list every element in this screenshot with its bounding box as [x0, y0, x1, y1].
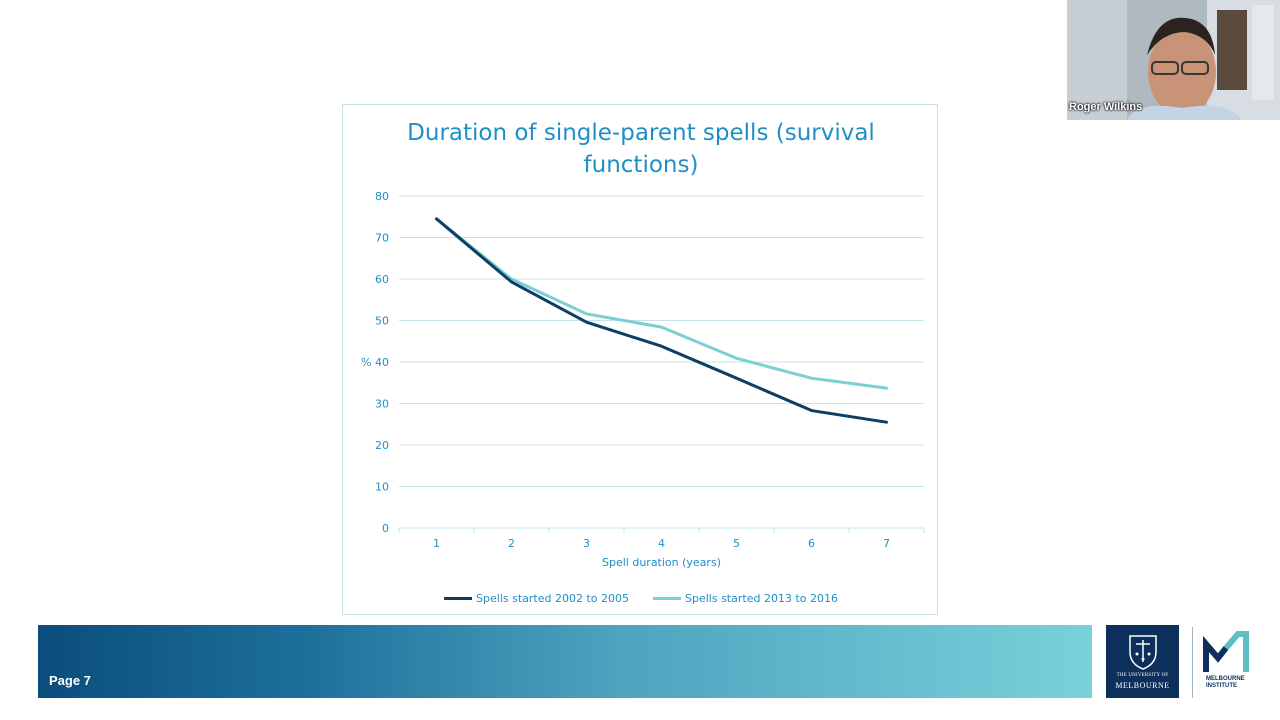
- legend-swatch-series-2: [653, 596, 681, 600]
- legend-label-series-1: Spells started 2002 to 2005: [476, 591, 629, 605]
- x-tick-label: 6: [808, 537, 815, 550]
- mi-logo-mark-icon: [1203, 631, 1249, 672]
- y-tick-label: 50: [375, 315, 389, 328]
- x-tick-label: 3: [583, 537, 590, 550]
- university-of-melbourne-logo: THE UNIVERSITY OF MELBOURNE: [1106, 625, 1179, 698]
- line-chart: 0 10 20 30 40 50 60 70 80 1 2 3 4 5 6 7 Spell duration (…: [361, 190, 925, 569]
- mi-logo-text: MELBOURNE INSTITUTE: [1202, 676, 1252, 690]
- footer-band: Page 7: [38, 625, 1092, 698]
- y-tick-label: 60: [375, 273, 389, 286]
- y-tick-label: 20: [375, 439, 389, 452]
- page-number: Page 7: [49, 673, 91, 688]
- university-logo-line-2: MELBOURNE: [1115, 681, 1170, 690]
- mi-logo-line-1: MELBOURNE: [1206, 676, 1245, 682]
- melbourne-institute-logo: MELBOURNE INSTITUTE: [1202, 630, 1252, 698]
- crest-icon: [1129, 635, 1157, 670]
- webcam-video-tile[interactable]: Roger Wilkins: [1067, 0, 1280, 120]
- chart-frame: 0 10 20 30 40 50 60 70 80 1 2 3 4 5 6 7 Spell duration (…: [342, 104, 938, 615]
- y-axis-label: %: [361, 356, 371, 369]
- y-tick-label: 40: [375, 356, 389, 369]
- y-tick-label: 30: [375, 398, 389, 411]
- webcam-video-image: [1067, 0, 1280, 120]
- y-tick-label: 10: [375, 481, 389, 494]
- legend-swatch-series-1: [444, 596, 473, 600]
- x-tick-label: 7: [883, 537, 890, 550]
- x-tick-label: 5: [733, 537, 740, 550]
- chart-legend: Spells started 2002 to 2005 Spells start…: [343, 590, 939, 606]
- y-tick-label: 0: [382, 522, 389, 535]
- x-axis-label: Spell duration (years): [602, 556, 721, 569]
- y-tick-label: 80: [375, 190, 389, 203]
- x-tick-label: 4: [658, 537, 665, 550]
- series-line-2: [435, 217, 888, 390]
- university-logo-line-1: THE UNIVERSITY OF: [1116, 673, 1169, 678]
- y-tick-label: 70: [375, 232, 389, 245]
- mi-logo-line-2: INSTITUTE: [1206, 683, 1237, 689]
- x-tick-label: 2: [508, 537, 515, 550]
- legend-label-series-2: Spells started 2013 to 2016: [685, 591, 838, 605]
- webcam-participant-name: Roger Wilkins: [1069, 101, 1143, 113]
- chart-title: Duration of single-parent spells (surviv…: [407, 120, 875, 178]
- legend-item-series-2: Spells started 2013 to 2016: [653, 592, 838, 605]
- logo-divider: [1192, 627, 1193, 698]
- x-tick-label: 1: [433, 537, 440, 550]
- legend-item-series-1: Spells started 2002 to 2005: [444, 592, 629, 605]
